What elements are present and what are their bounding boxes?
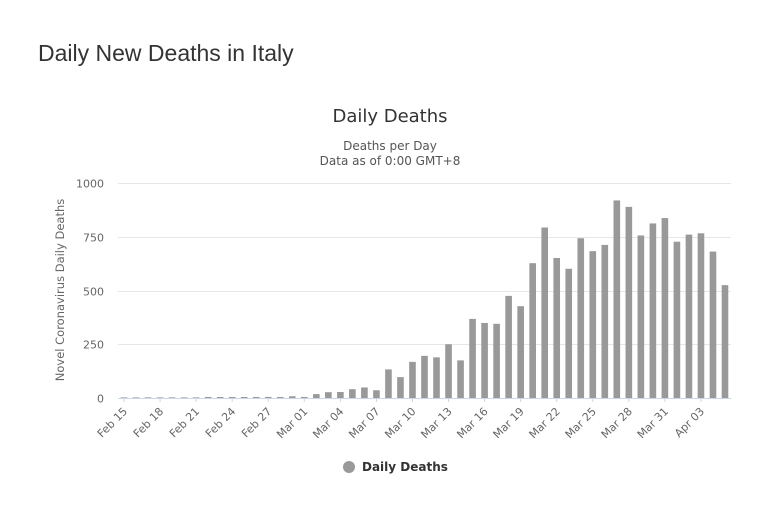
- bar[interactable]: [589, 251, 597, 398]
- bar[interactable]: [493, 323, 500, 398]
- bar[interactable]: [433, 357, 440, 398]
- bar[interactable]: [325, 392, 332, 398]
- y-tick-label: 500: [83, 286, 104, 299]
- chart-subtitle-line-2: Data as of 0:00 GMT+8: [320, 154, 461, 168]
- x-tick-label: Feb 18: [131, 405, 166, 440]
- bar[interactable]: [204, 397, 212, 398]
- y-tick-label: 750: [83, 232, 104, 245]
- x-tick-label: Feb 27: [239, 405, 274, 440]
- x-tick-label: Mar 01: [274, 405, 310, 441]
- bar[interactable]: [264, 396, 272, 398]
- x-tick-label: Feb 21: [167, 405, 202, 440]
- x-tick-label: Mar 28: [599, 405, 635, 441]
- bar[interactable]: [481, 322, 488, 398]
- bar[interactable]: [577, 238, 585, 398]
- bar[interactable]: [421, 355, 428, 398]
- x-tick-label: Mar 22: [527, 405, 563, 441]
- bar[interactable]: [240, 397, 248, 398]
- bar[interactable]: [397, 377, 404, 398]
- bar[interactable]: [228, 397, 236, 398]
- bar[interactable]: [301, 396, 308, 398]
- x-tick-label: Mar 07: [346, 405, 382, 441]
- x-tick-label: Mar 31: [635, 405, 671, 441]
- bar[interactable]: [144, 397, 152, 398]
- legend-label-daily-deaths[interactable]: Daily Deaths: [362, 460, 448, 474]
- bar[interactable]: [457, 360, 464, 399]
- bar[interactable]: [216, 397, 224, 398]
- y-tick-label: 1000: [76, 178, 104, 191]
- x-tick-label: Mar 04: [310, 405, 346, 441]
- bar[interactable]: [385, 369, 392, 398]
- bar[interactable]: [709, 251, 717, 398]
- bar[interactable]: [673, 241, 681, 398]
- bar[interactable]: [288, 396, 296, 398]
- bar[interactable]: [529, 263, 536, 398]
- chart-title: Daily Deaths: [332, 106, 447, 127]
- y-axis-label: Novel Coronavirus Daily Deaths: [53, 199, 67, 381]
- bar[interactable]: [553, 258, 561, 398]
- bar[interactable]: [649, 223, 657, 398]
- bar[interactable]: [252, 397, 260, 398]
- bar[interactable]: [337, 391, 344, 398]
- legend-marker: [343, 461, 355, 473]
- x-tick-label: Mar 16: [454, 405, 490, 441]
- bar[interactable]: [361, 387, 368, 398]
- bar[interactable]: [637, 235, 645, 398]
- bar[interactable]: [156, 397, 164, 398]
- bar[interactable]: [721, 285, 729, 399]
- bar[interactable]: [445, 344, 452, 398]
- bar[interactable]: [661, 218, 669, 398]
- bar[interactable]: [168, 397, 176, 398]
- bar[interactable]: [565, 268, 573, 398]
- bar[interactable]: [613, 200, 621, 398]
- bar[interactable]: [349, 389, 356, 398]
- x-tick-label: Feb 15: [95, 405, 130, 440]
- bar[interactable]: [313, 394, 320, 398]
- bar[interactable]: [625, 206, 633, 398]
- y-tick-label: 0: [97, 393, 104, 406]
- bar[interactable]: [180, 397, 188, 398]
- x-tick-label: Apr 03: [672, 405, 707, 440]
- bar[interactable]: [192, 397, 200, 398]
- chart-legend[interactable]: Daily Deaths: [343, 460, 448, 474]
- x-tick-label: Mar 13: [418, 405, 454, 441]
- chart-subtitle-line-1: Deaths per Day: [343, 139, 437, 153]
- bar[interactable]: [276, 397, 284, 398]
- x-tick-label: Feb 24: [203, 405, 238, 440]
- x-tick-label: Mar 19: [491, 405, 527, 441]
- x-tick-label: Mar 10: [382, 405, 418, 441]
- bar[interactable]: [601, 244, 609, 398]
- bar[interactable]: [469, 318, 476, 398]
- page-title: Daily New Deaths in Italy: [38, 40, 294, 66]
- bar[interactable]: [517, 306, 524, 398]
- bar[interactable]: [120, 397, 128, 398]
- bar[interactable]: [541, 227, 548, 399]
- bar[interactable]: [697, 233, 705, 398]
- bar[interactable]: [409, 361, 416, 398]
- x-tick-label: Mar 25: [563, 405, 599, 441]
- y-tick-label: 250: [83, 339, 104, 352]
- bar[interactable]: [373, 390, 380, 398]
- bar[interactable]: [505, 295, 512, 399]
- bar[interactable]: [132, 397, 140, 398]
- bar[interactable]: [685, 234, 693, 398]
